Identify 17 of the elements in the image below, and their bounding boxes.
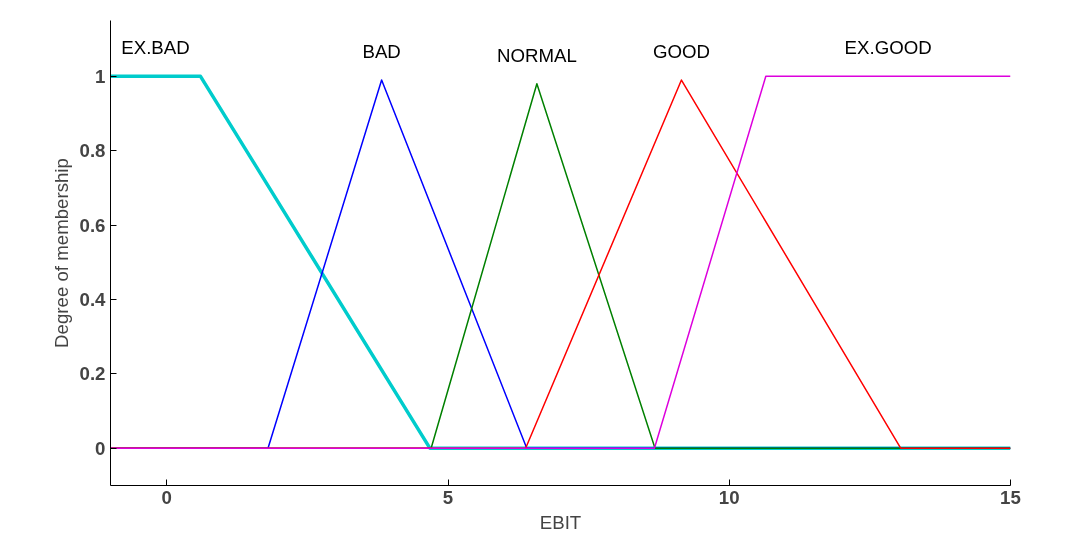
series-label: BAD xyxy=(362,41,401,63)
x-tick-label: 15 xyxy=(1000,486,1021,508)
y-tick-label: 1 xyxy=(95,65,106,87)
x-tick-label: 0 xyxy=(161,486,172,508)
x-axis-title: EBIT xyxy=(539,511,582,533)
y-tick-label: 0 xyxy=(95,437,106,459)
x-tick-label: 10 xyxy=(718,486,740,508)
y-tick-label: 0.6 xyxy=(79,214,106,236)
x-tick-label: 5 xyxy=(442,486,454,508)
y-tick-label: 0.8 xyxy=(79,140,106,162)
series-label: EX.BAD xyxy=(121,37,190,59)
y-axis-title: Degree of membership xyxy=(50,158,72,348)
y-tick-label: 0.4 xyxy=(79,289,107,310)
series-label: EX.GOOD xyxy=(844,37,932,59)
series-label: NORMAL xyxy=(496,44,577,66)
series-label: GOOD xyxy=(652,41,710,63)
y-tick-label: 0.2 xyxy=(79,363,106,385)
